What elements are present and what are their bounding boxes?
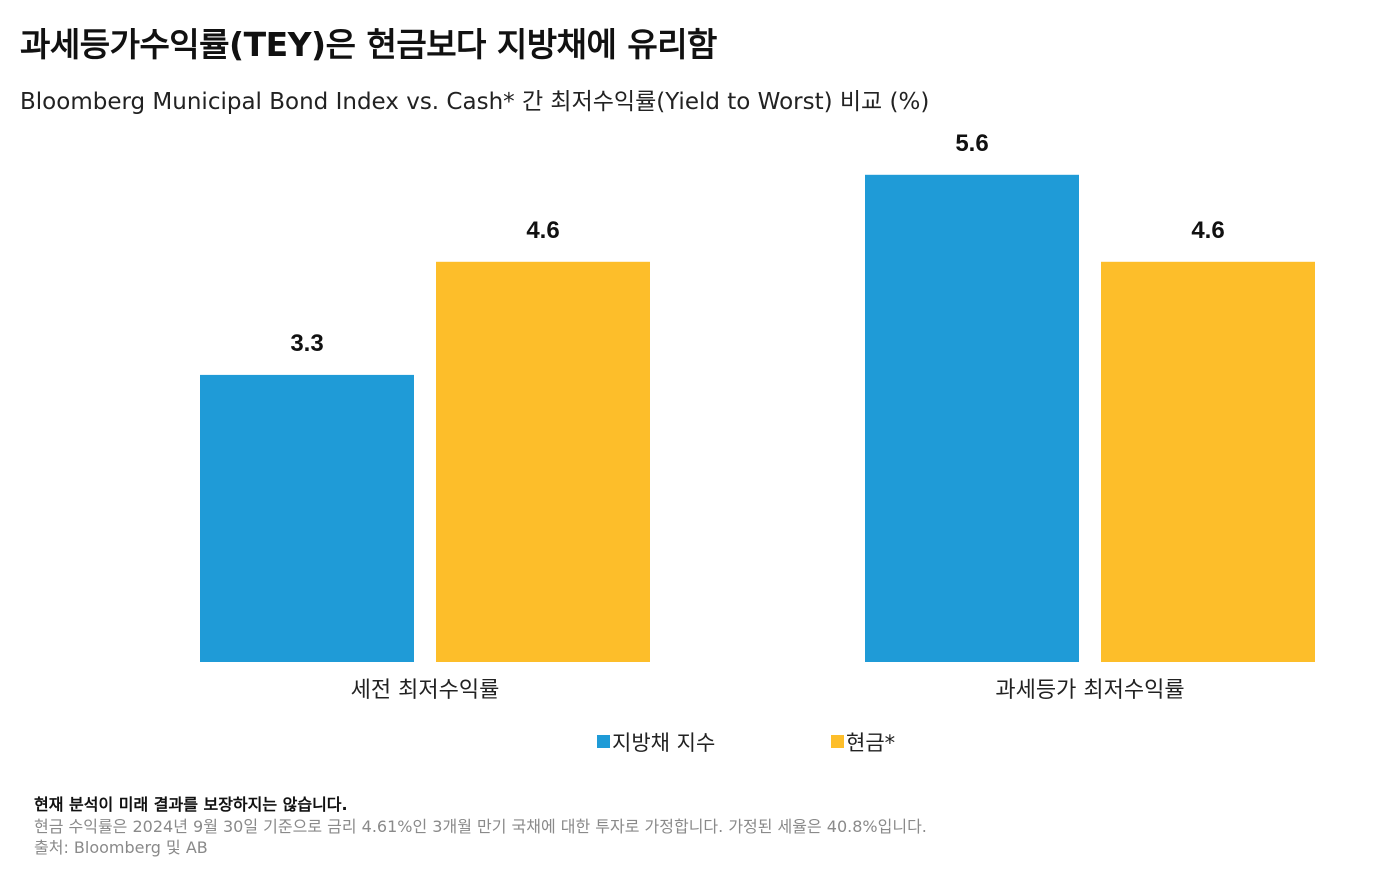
data-label: 4.6: [1191, 217, 1224, 244]
source: 출처: Bloomberg 및 AB: [34, 838, 208, 857]
data-label: 3.3: [290, 330, 323, 357]
legend-swatch: [597, 735, 610, 748]
bar: [200, 374, 414, 662]
data-label: 5.6: [955, 130, 988, 157]
legend-swatch: [831, 735, 844, 748]
bar: [865, 174, 1079, 663]
legend-label: 지방채 지수: [612, 731, 715, 755]
legend-label: 현금*: [846, 731, 895, 755]
chart-title: 과세등가수익률(TEY)은 현금보다 지방채에 유리함: [20, 25, 717, 64]
data-label: 4.6: [526, 217, 559, 244]
bar: [1101, 261, 1315, 662]
bar: [436, 261, 650, 662]
category-label: 세전 최저수익률: [351, 678, 500, 703]
chart-subtitle: Bloomberg Municipal Bond Index vs. Cash*…: [20, 89, 930, 115]
category-label: 과세등가 최저수익률: [995, 678, 1184, 703]
footnote: 현금 수익률은 2024년 9월 30일 기준으로 금리 4.61%인 3개월 …: [34, 817, 927, 836]
disclaimer: 현재 분석이 미래 결과를 보장하지는 않습니다.: [34, 795, 348, 814]
